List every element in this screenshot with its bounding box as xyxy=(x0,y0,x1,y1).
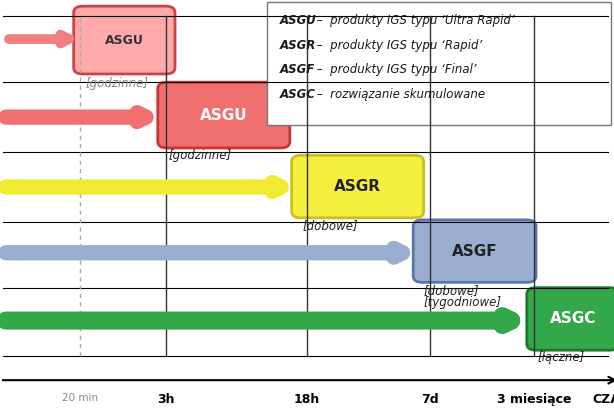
Text: 20 min: 20 min xyxy=(62,393,98,402)
Text: [dobowe]: [dobowe] xyxy=(424,284,480,297)
FancyBboxPatch shape xyxy=(527,288,614,350)
Text: –  produkty IGS typu ‘Final’: – produkty IGS typu ‘Final’ xyxy=(313,63,476,76)
Text: 3 miesiące: 3 miesiące xyxy=(497,393,572,406)
FancyBboxPatch shape xyxy=(413,220,536,282)
Text: CZAS: CZAS xyxy=(593,393,614,406)
Text: [tygodniowe]: [tygodniowe] xyxy=(424,296,502,309)
Text: [łączne]: [łączne] xyxy=(538,351,585,365)
Text: ASGF: ASGF xyxy=(452,244,497,259)
Text: 18h: 18h xyxy=(294,393,320,406)
Text: ASGU: ASGU xyxy=(200,108,247,122)
Text: ASGR: ASGR xyxy=(279,39,316,52)
FancyBboxPatch shape xyxy=(267,2,611,125)
Text: –  produkty IGS typu ‘Rapid’: – produkty IGS typu ‘Rapid’ xyxy=(313,39,483,52)
Text: –  produkty IGS typu ‘Ultra Rapid’: – produkty IGS typu ‘Ultra Rapid’ xyxy=(313,14,515,27)
FancyBboxPatch shape xyxy=(292,155,424,218)
Text: ASGU: ASGU xyxy=(279,14,316,27)
FancyBboxPatch shape xyxy=(158,82,290,148)
Text: ASGC: ASGC xyxy=(550,312,596,326)
Text: –  rozwiązanie skumulowane: – rozwiązanie skumulowane xyxy=(313,88,485,101)
Text: 3h: 3h xyxy=(157,393,174,406)
Text: [godzinne]: [godzinne] xyxy=(86,77,149,90)
FancyBboxPatch shape xyxy=(74,6,175,74)
Text: 7d: 7d xyxy=(421,393,438,406)
Text: [godzinne]: [godzinne] xyxy=(168,149,231,162)
Text: ASGC: ASGC xyxy=(279,88,315,101)
Text: ASGF: ASGF xyxy=(279,63,314,76)
Text: ASGR: ASGR xyxy=(334,179,381,194)
Text: [dobowe]: [dobowe] xyxy=(302,219,358,232)
Text: ASGU: ASGU xyxy=(105,34,144,46)
